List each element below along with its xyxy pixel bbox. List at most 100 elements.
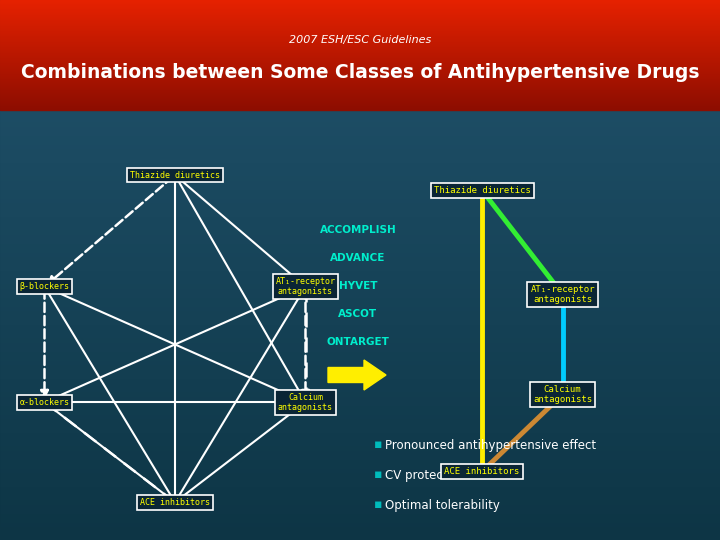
Bar (0, 437, 720, 438)
Bar (0, 440, 720, 441)
Bar (0, 228, 720, 229)
Bar (0, 199, 720, 200)
Bar (0, 310, 720, 311)
Bar (0, 338, 720, 339)
Bar (0, 511, 720, 512)
Bar (0, 294, 720, 295)
Bar (0, 5, 720, 6)
Bar (0, 122, 720, 123)
Bar (0, 121, 720, 122)
Bar (0, 367, 720, 368)
Text: CV protection: CV protection (385, 469, 466, 482)
Bar (0, 39, 720, 40)
Bar (0, 1, 720, 2)
Bar (0, 97, 720, 98)
Bar (0, 61, 720, 62)
Bar (0, 278, 720, 279)
Bar (0, 270, 720, 271)
Bar (0, 75, 720, 76)
Bar (0, 44, 720, 45)
Text: Combinations between Some Classes of Antihypertensive Drugs: Combinations between Some Classes of Ant… (21, 63, 699, 82)
Bar (0, 158, 720, 159)
Bar (0, 313, 720, 314)
Bar (0, 162, 720, 163)
Bar (0, 93, 720, 94)
Bar (0, 58, 720, 59)
Bar (0, 421, 720, 422)
Bar (0, 380, 720, 381)
Bar (0, 67, 720, 68)
Bar (0, 100, 720, 101)
Bar (0, 419, 720, 420)
Bar (0, 389, 720, 390)
Bar (0, 47, 720, 48)
Bar (0, 200, 720, 201)
Bar (0, 341, 720, 342)
Bar (0, 4, 720, 5)
Bar (0, 109, 720, 110)
Bar (0, 87, 720, 88)
Bar (0, 408, 720, 409)
Bar (0, 49, 720, 50)
Bar (0, 330, 720, 331)
Bar (0, 76, 720, 77)
Bar (0, 46, 720, 47)
Bar (0, 391, 720, 392)
Bar (0, 171, 720, 172)
Text: Calcium
antagonists: Calcium antagonists (278, 393, 333, 412)
Bar (0, 528, 720, 529)
Bar (0, 372, 720, 373)
Bar (0, 368, 720, 369)
Bar (0, 53, 720, 54)
Bar (0, 298, 720, 299)
Bar (0, 16, 720, 17)
Bar (0, 31, 720, 32)
Bar (0, 435, 720, 436)
Bar (0, 493, 720, 494)
Bar (0, 83, 720, 84)
Bar (0, 47, 720, 48)
Bar (0, 284, 720, 285)
Bar (0, 84, 720, 85)
Bar (0, 335, 720, 336)
Bar (0, 56, 720, 57)
Bar (0, 394, 720, 395)
Bar (0, 105, 720, 106)
Bar (0, 110, 720, 111)
Bar (0, 37, 720, 38)
Bar (0, 500, 720, 501)
Bar (0, 8, 720, 9)
Text: ASCOT: ASCOT (338, 309, 377, 319)
Bar (0, 317, 720, 318)
Bar (0, 107, 720, 108)
Bar (0, 509, 720, 510)
Bar (0, 79, 720, 80)
Bar (0, 423, 720, 424)
Bar (0, 259, 720, 260)
Bar (0, 268, 720, 269)
Bar (0, 483, 720, 484)
Bar (0, 32, 720, 33)
Bar (0, 214, 720, 215)
Bar (0, 59, 720, 60)
Bar (0, 12, 720, 13)
Bar (0, 461, 720, 462)
Bar (0, 396, 720, 397)
Bar (0, 35, 720, 36)
Text: α-blockers: α-blockers (19, 397, 70, 407)
Bar (0, 55, 720, 56)
Bar (0, 53, 720, 54)
Bar (0, 215, 720, 216)
Bar (0, 107, 720, 108)
Bar (0, 64, 720, 65)
Bar (0, 118, 720, 119)
Bar (0, 510, 720, 511)
Bar (0, 98, 720, 99)
Bar (0, 145, 720, 146)
Bar (0, 93, 720, 94)
Bar (0, 467, 720, 468)
Bar (0, 120, 720, 121)
Bar (0, 10, 720, 11)
Text: ▪: ▪ (374, 498, 382, 511)
Bar (0, 434, 720, 435)
